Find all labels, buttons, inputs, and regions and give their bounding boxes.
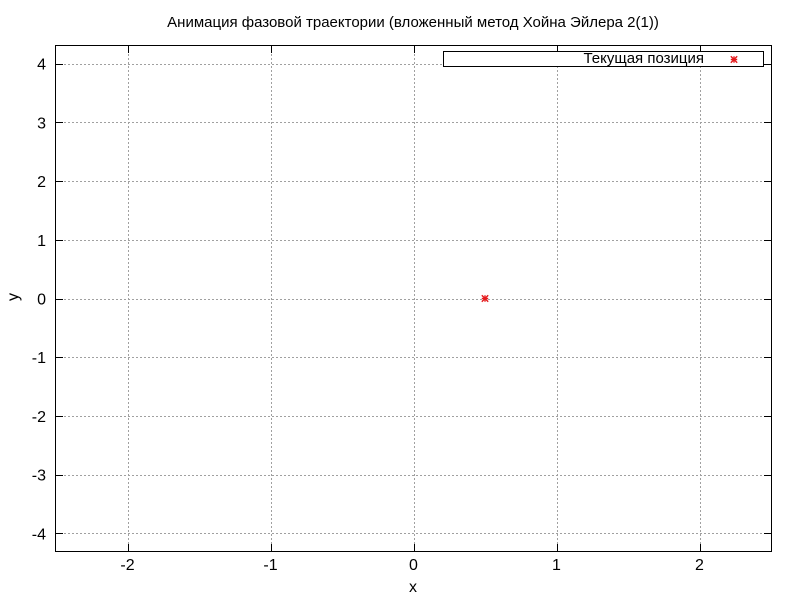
y-tick-label: 1 <box>37 233 46 250</box>
x-axis-label: x <box>409 579 417 596</box>
x-tick-label: 0 <box>409 557 418 574</box>
x-tick-label: -1 <box>263 557 277 574</box>
data-points <box>481 294 489 303</box>
x-tick-label: 1 <box>552 557 561 574</box>
chart-title: Анимация фазовой траектории (вложенный м… <box>167 14 659 31</box>
y-axis-label: y <box>5 293 22 301</box>
legend-label: Текущая позиция <box>583 50 704 67</box>
plot-frame <box>55 45 772 552</box>
y-tick-label: 0 <box>37 292 46 309</box>
marker-stroke <box>481 294 489 303</box>
y-tick-label: 2 <box>37 174 46 191</box>
x-tick-label: 2 <box>695 557 704 574</box>
data-point <box>481 294 489 303</box>
y-tick-labels: -4 -3 -2 -1 0 1 2 3 4 <box>32 57 46 544</box>
legend-marker <box>730 55 738 64</box>
legend-marker-symbol <box>730 55 738 64</box>
tick-marks <box>56 46 771 551</box>
legend: Текущая позиция <box>443 50 764 67</box>
y-tick-label: -3 <box>32 468 46 485</box>
x-tick-labels: -2 -1 0 1 2 <box>120 557 704 574</box>
y-tick-label: -2 <box>32 409 46 426</box>
y-tick-label: 3 <box>37 115 46 132</box>
x-tick-label: -2 <box>120 557 134 574</box>
y-tick-label: -1 <box>32 350 46 367</box>
y-tick-label: -4 <box>32 526 46 543</box>
marker-stroke <box>730 55 738 64</box>
grid <box>56 46 771 551</box>
y-tick-label: 4 <box>37 57 46 74</box>
legend-box <box>443 51 764 67</box>
